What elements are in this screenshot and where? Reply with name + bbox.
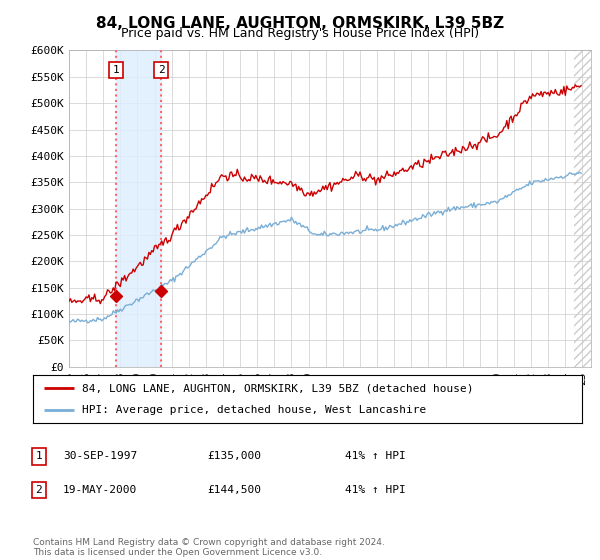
Text: 1: 1 bbox=[35, 451, 43, 461]
Text: HPI: Average price, detached house, West Lancashire: HPI: Average price, detached house, West… bbox=[82, 405, 427, 415]
Text: 1: 1 bbox=[113, 65, 119, 75]
Bar bbox=[574, 50, 591, 367]
Text: 2: 2 bbox=[35, 485, 43, 495]
Bar bbox=[116, 50, 161, 367]
Text: 41% ↑ HPI: 41% ↑ HPI bbox=[345, 451, 406, 461]
Text: 30-SEP-1997: 30-SEP-1997 bbox=[63, 451, 137, 461]
Text: 84, LONG LANE, AUGHTON, ORMSKIRK, L39 5BZ: 84, LONG LANE, AUGHTON, ORMSKIRK, L39 5B… bbox=[96, 16, 504, 31]
Text: Price paid vs. HM Land Registry's House Price Index (HPI): Price paid vs. HM Land Registry's House … bbox=[121, 27, 479, 40]
Text: 2: 2 bbox=[158, 65, 164, 75]
Text: £144,500: £144,500 bbox=[207, 485, 261, 495]
Text: Contains HM Land Registry data © Crown copyright and database right 2024.
This d: Contains HM Land Registry data © Crown c… bbox=[33, 538, 385, 557]
Text: £135,000: £135,000 bbox=[207, 451, 261, 461]
Text: 84, LONG LANE, AUGHTON, ORMSKIRK, L39 5BZ (detached house): 84, LONG LANE, AUGHTON, ORMSKIRK, L39 5B… bbox=[82, 383, 474, 393]
Text: 19-MAY-2000: 19-MAY-2000 bbox=[63, 485, 137, 495]
Text: 41% ↑ HPI: 41% ↑ HPI bbox=[345, 485, 406, 495]
Bar bbox=[574, 50, 591, 367]
